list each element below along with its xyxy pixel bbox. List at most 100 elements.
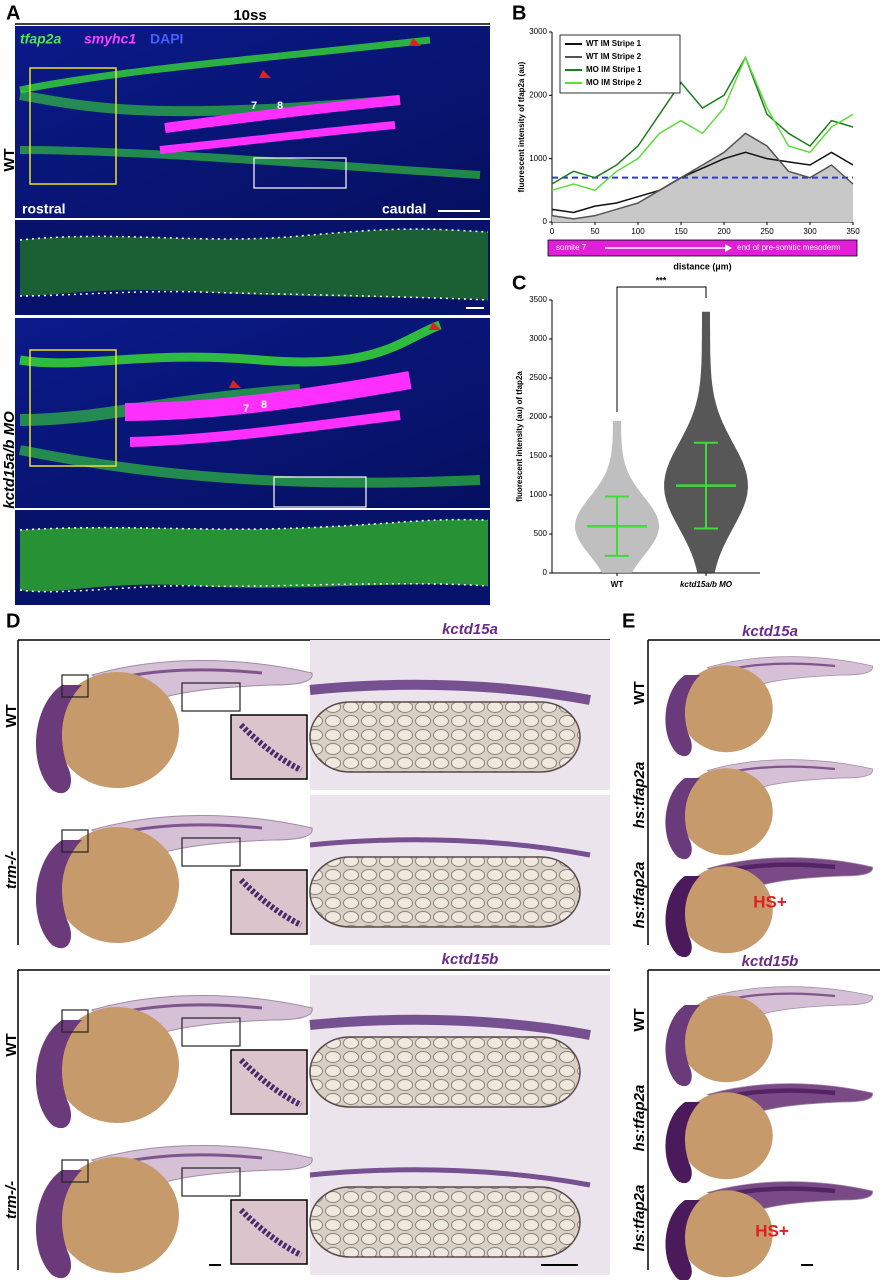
inset-stain [238, 1057, 303, 1108]
row-label: kctd15a/b MO [1, 411, 18, 509]
y-tick-label: 2000 [529, 412, 547, 421]
embryo-head [35, 685, 82, 794]
row-label: WT [3, 704, 20, 727]
image-mo [15, 318, 490, 508]
row-label: trm-/- [3, 1181, 20, 1219]
axis-bar-start: somite 7 [556, 243, 587, 252]
inset-box [61, 674, 89, 698]
embryo-head [665, 1005, 700, 1087]
line [551, 55, 854, 185]
gene: kctd15b [442, 951, 499, 968]
axis-arrow-head [725, 244, 732, 252]
inset-box [61, 1009, 89, 1033]
row-label: hs:tfap2a [631, 1185, 648, 1252]
orientation: caudal [382, 201, 426, 217]
x-tick-label: 150 [674, 227, 688, 236]
line [551, 55, 854, 192]
embryo [665, 1083, 873, 1184]
zoom-cells [309, 1186, 581, 1258]
inset-box [61, 1159, 89, 1183]
panel-label: A [6, 2, 20, 24]
embryos [35, 640, 873, 1280]
somite: 8 [277, 100, 283, 112]
embryo-head [665, 876, 700, 958]
yolk [679, 995, 773, 1083]
embryo [665, 986, 873, 1087]
inset-box [61, 829, 89, 853]
row-label: WT [1, 148, 18, 171]
legend-label: WT IM Stripe 2 [586, 52, 642, 61]
significance-bracket [616, 286, 707, 412]
inset-box [181, 1017, 241, 1047]
x-tick-label: WT [611, 580, 624, 589]
legend-label: MO IM Stripe 2 [586, 78, 642, 87]
legend-stains: tfap2a smyhc1 DAPI [20, 31, 183, 47]
zoom-cells [309, 856, 581, 928]
gene: kctd15b [742, 953, 799, 970]
zoom-band [309, 1167, 591, 1188]
zoom-band [309, 679, 591, 705]
row-label: WT [631, 681, 648, 704]
significance: *** [656, 275, 667, 285]
yolk [55, 1007, 179, 1123]
panel-label: B [512, 2, 526, 24]
panel-label: D [6, 610, 20, 632]
x-tick-label: 350 [846, 227, 860, 236]
embryo-head [35, 1020, 82, 1129]
embryo [35, 995, 313, 1129]
embryo [35, 815, 313, 949]
embryo-head [35, 840, 82, 949]
embryo [665, 656, 873, 757]
zoom-band [309, 837, 591, 858]
inset-box [181, 1167, 241, 1197]
heat-shock: HS+ [755, 1221, 789, 1240]
y-tick-label: 2500 [529, 373, 547, 382]
row-label: WT [631, 1008, 648, 1031]
stain: tfap2a [20, 31, 61, 47]
panel-label: E [622, 610, 635, 632]
chart-b: 0 1000 2000 3000 0 50 100 150 200 250 300 350 WT IM … [517, 27, 860, 271]
stage: 10ss [233, 7, 266, 24]
line [551, 132, 854, 220]
y-tick-label: 2000 [529, 90, 547, 99]
embryo [35, 660, 313, 794]
line [551, 151, 854, 214]
y-axis-label: fluorescent intensity (au) of tfap2a [515, 371, 524, 502]
y-tick-label: 3000 [529, 27, 547, 36]
yolk [55, 1157, 179, 1273]
embryo [35, 1145, 313, 1279]
row-label: hs:tfap2a [631, 762, 648, 829]
x-tick-label: kctd15a/b MO [680, 580, 733, 589]
y-tick-label: 1500 [529, 451, 547, 460]
yolk [679, 665, 773, 753]
panel-label: C [512, 272, 526, 294]
y-tick-label: 3000 [529, 334, 547, 343]
zoom-mo [15, 510, 490, 605]
x-tick-label: 50 [591, 227, 600, 236]
row-label: hs:tfap2a [631, 1085, 648, 1152]
zoom-band [309, 1014, 591, 1040]
x-tick-label: 0 [550, 227, 555, 236]
y-tick-label: 0 [543, 217, 548, 226]
embryo [665, 1181, 873, 1280]
inset-stain [238, 877, 303, 928]
yolk [679, 768, 773, 856]
image-wt [15, 26, 490, 218]
embryo [665, 759, 873, 860]
x-tick-label: 250 [760, 227, 774, 236]
gene: kctd15a [742, 623, 798, 640]
zoom-wt [15, 220, 490, 315]
inset-stain [238, 722, 303, 773]
yolk [679, 1190, 773, 1278]
y-tick-label: 500 [534, 529, 548, 538]
inset-stain [238, 1207, 303, 1258]
legend-label: WT IM Stripe 1 [586, 39, 642, 48]
x-axis-label: distance (µm) [673, 261, 731, 271]
zoom-cells [309, 701, 581, 773]
yolk [679, 866, 773, 954]
y-tick-label: 1000 [529, 154, 547, 163]
embryo-head [665, 1200, 700, 1280]
y-tick-label: 3500 [529, 295, 547, 304]
x-tick-label: 300 [803, 227, 817, 236]
